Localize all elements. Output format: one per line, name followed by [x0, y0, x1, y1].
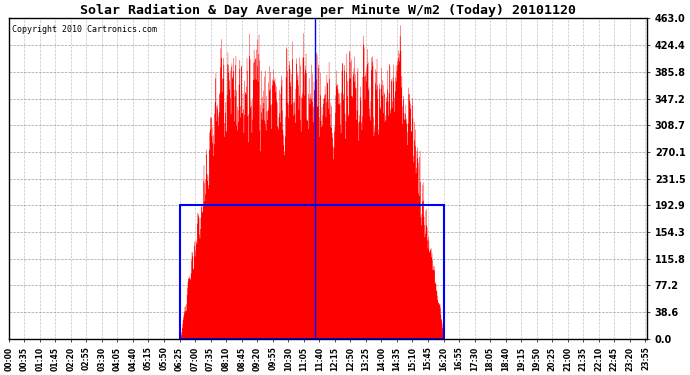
Title: Solar Radiation & Day Average per Minute W/m2 (Today) 20101120: Solar Radiation & Day Average per Minute…	[80, 4, 576, 17]
Bar	[180, 206, 444, 339]
Text: Copyright 2010 Cartronics.com: Copyright 2010 Cartronics.com	[12, 25, 157, 34]
